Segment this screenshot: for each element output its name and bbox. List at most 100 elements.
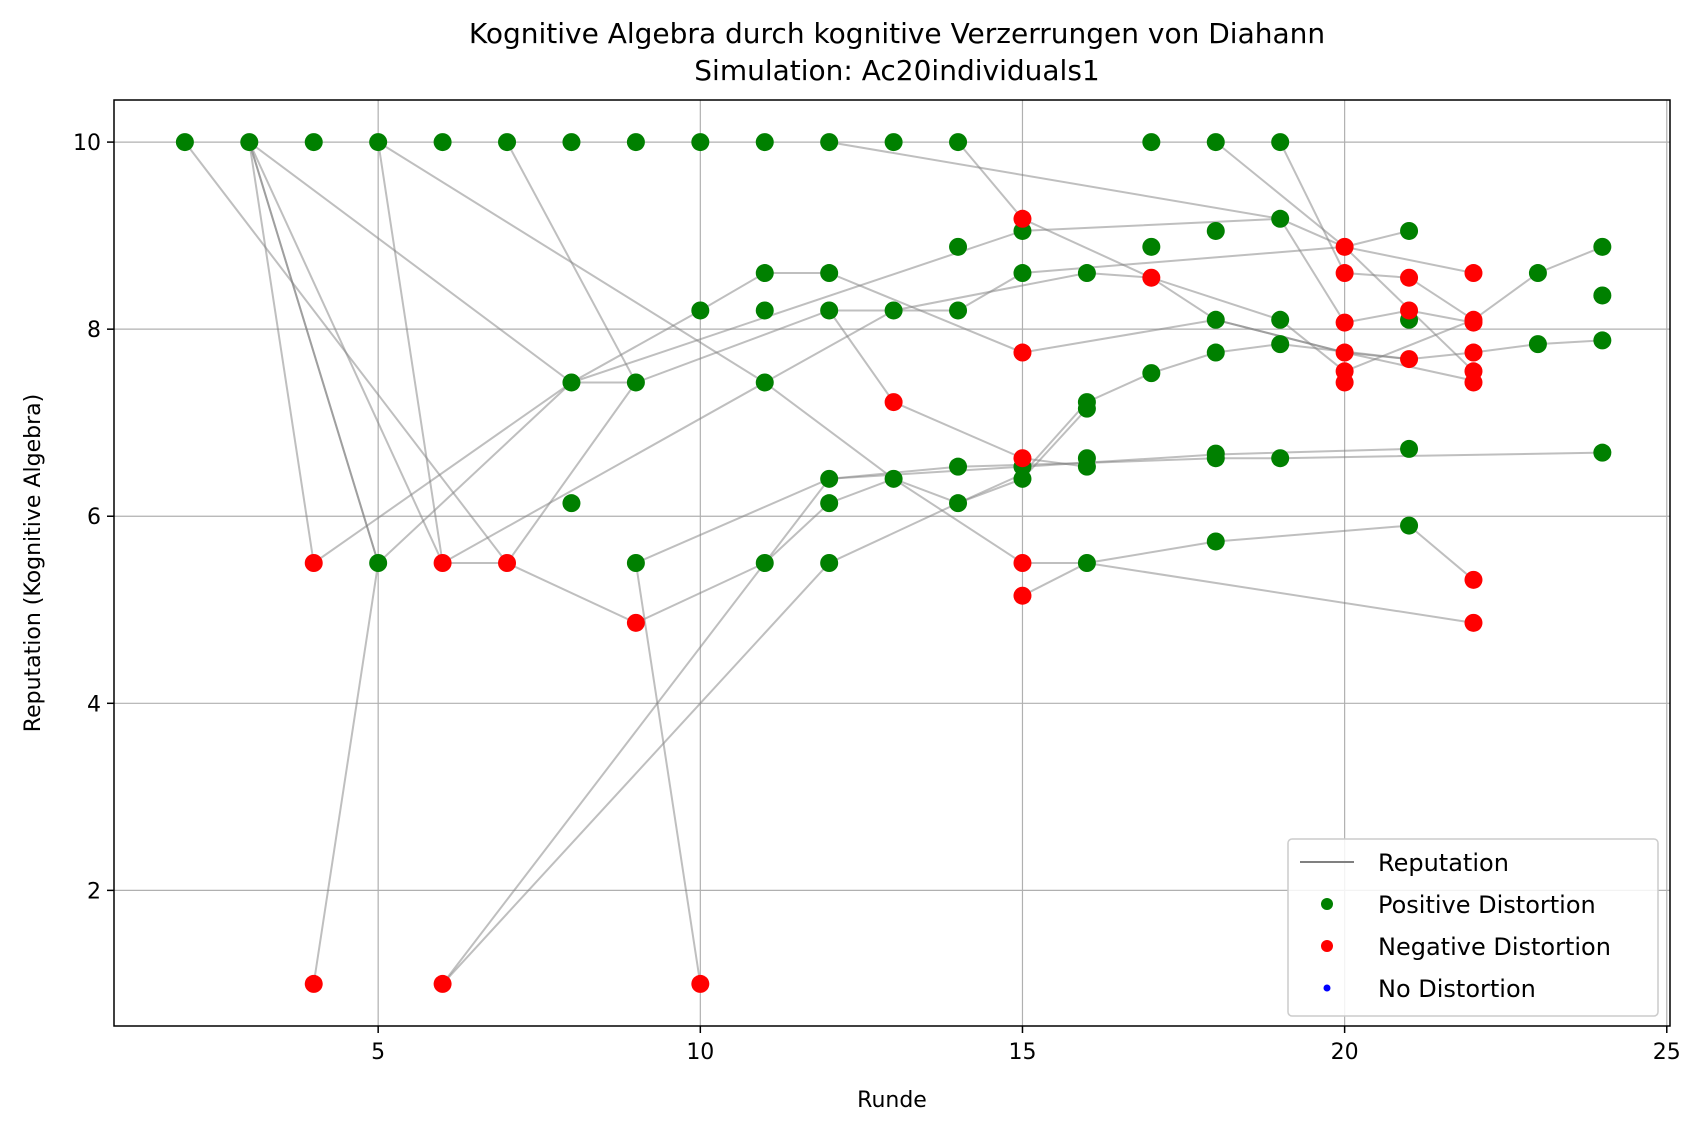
negative-distortion-point [304,554,323,572]
negative-distortion-point [1335,313,1354,332]
positive-distortion-point [755,301,774,320]
reputation-line [377,141,1474,624]
positive-distortion-point [498,133,517,152]
positive-distortion-point [949,237,968,256]
x-tick-label: 20 [1331,1040,1359,1065]
positive-distortion-point [755,264,774,283]
positive-distortion-point [1271,449,1290,468]
y-axis-ticks: 2 4 6 8 10 [73,131,114,904]
positive-distortion-point [1206,221,1225,240]
positive-distortion-point [626,133,645,152]
legend-positive-marker [1321,898,1333,910]
positive-distortion-point [1077,554,1096,572]
y-tick-label: 10 [73,131,101,156]
positive-distortion-point [1206,133,1225,152]
positive-distortion-point [562,373,581,392]
positive-distortion-point [884,133,903,152]
x-tick-label: 25 [1653,1040,1681,1065]
legend: Reputation Positive Distortion Negative … [1287,838,1659,1017]
positive-distortion-point [1013,264,1032,283]
positive-distortion-point [1528,264,1547,283]
positive-distortion-point [1400,221,1419,240]
x-tick-label: 10 [686,1040,714,1065]
negative-distortion-point [304,974,323,993]
positive-distortion-point [369,133,388,152]
negative-distortion-point [1335,343,1354,362]
positive-distortion-point [304,133,323,152]
positive-distortion-point [369,554,388,572]
positive-distortion-point [1400,516,1419,535]
legend-label-negative: Negative Distortion [1378,933,1611,961]
positive-distortion-point [820,133,839,152]
positive-distortion-point [1593,443,1612,462]
chart-title: Kognitive Algebra durch kognitive Verzer… [469,17,1325,50]
negative-distortion-point [1400,301,1419,320]
positive-distortion-point [691,301,710,320]
positive-distortion-point [820,469,839,488]
negative-distortion-point [1142,268,1161,287]
y-tick-label: 4 [87,692,101,717]
legend-negative-marker [1321,940,1333,952]
positive-distortion-point [949,301,968,320]
positive-distortion-point [820,264,839,283]
reputation-line [441,447,1410,985]
negative-distortion-point [626,613,645,632]
positive-distortion-point [884,301,903,320]
positive-distortion-point [1593,286,1612,305]
positive-distortion-point [755,133,774,152]
positive-distortion-point [691,133,710,152]
negative-distortion-point [1464,313,1483,332]
negative-distortion-point [1013,554,1032,572]
negative-distortion-point [884,393,903,412]
negative-distortion-point [1464,373,1483,392]
negative-distortion-point [1013,209,1032,228]
negative-distortion-point [1400,350,1419,369]
negative-distortion-point [433,554,452,572]
legend-label-positive: Positive Distortion [1378,891,1596,919]
positive-distortion-point [1077,399,1096,418]
y-tick-label: 2 [87,879,101,904]
positive-distortion-point [755,373,774,392]
chart-subtitle: Simulation: Ac20individuals1 [694,54,1099,87]
positive-distortion-point [1206,310,1225,329]
negative-distortion-point [691,974,710,993]
negative-distortion-point [1013,586,1032,605]
positive-distortion-point [820,554,839,572]
positive-distortion-point [1206,343,1225,362]
positive-distortion-point [1271,335,1290,354]
positive-distortion-point [1271,133,1290,152]
positive-distortion-point [949,494,968,513]
y-tick-label: 8 [87,318,101,343]
reputation-line [1279,141,1475,321]
negative-distortion-point [1013,449,1032,468]
x-tick-label: 5 [371,1040,385,1065]
negative-distortion-point [433,974,452,993]
x-axis-label: Runde [857,1088,927,1113]
distortion-points [175,133,1612,993]
y-tick-label: 6 [87,505,101,530]
legend-label-neutral: No Distortion [1378,975,1536,1003]
negative-distortion-point [1464,613,1483,632]
negative-distortion-point [1335,237,1354,256]
negative-distortion-point [1464,343,1483,362]
positive-distortion-point [240,133,259,152]
positive-distortion-point [1206,449,1225,468]
negative-distortion-point [1013,343,1032,362]
positive-distortion-point [1077,457,1096,476]
positive-distortion-point [1593,237,1612,256]
positive-distortion-point [433,133,452,152]
x-axis-ticks: 5 10 15 20 25 [371,1026,1681,1065]
legend-label-reputation: Reputation [1378,849,1509,877]
negative-distortion-point [1400,268,1419,287]
negative-distortion-point [1464,264,1483,283]
negative-distortion-point [1335,264,1354,283]
positive-distortion-point [562,133,581,152]
negative-distortion-point [1464,570,1483,589]
positive-distortion-point [820,301,839,320]
positive-distortion-point [562,494,581,513]
negative-distortion-point [498,554,517,572]
positive-distortion-point [755,554,774,572]
positive-distortion-point [949,133,968,152]
negative-distortion-point [1335,373,1354,392]
